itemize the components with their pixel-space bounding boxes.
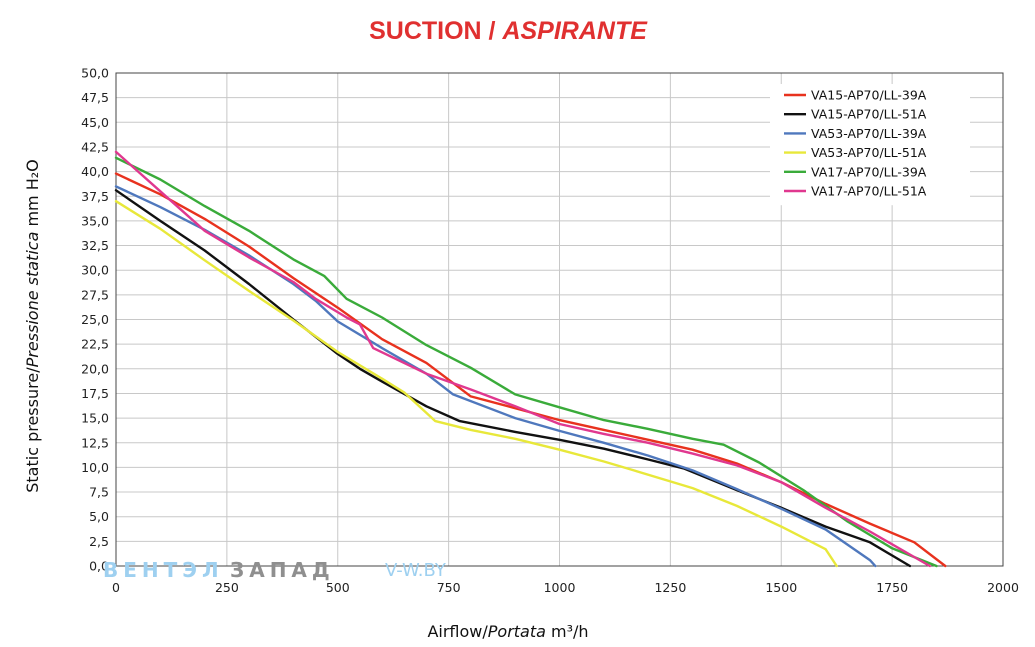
x-label-unit: m³/h	[546, 622, 589, 641]
chart-title-text: SUCTION / ASPIRANTE	[369, 17, 648, 45]
legend-label: VA15-AP70/LL-39A	[811, 88, 927, 103]
x-tick-label: 1250	[654, 580, 686, 595]
x-tick-label: 2000	[987, 580, 1019, 595]
series-line-va53-ap70-ll-51a	[114, 199, 838, 568]
y-tick-label: 37,5	[81, 189, 109, 204]
y-tick-label: 50,0	[81, 66, 109, 81]
x-tick-label: 1750	[876, 580, 908, 595]
title-separator: /	[482, 17, 503, 45]
legend-box	[770, 84, 970, 206]
x-tick-label: 1500	[765, 580, 797, 595]
y-tick-label: 15,0	[81, 411, 109, 426]
y-tick-label: 7,5	[89, 485, 109, 500]
y-tick-label: 10,0	[81, 460, 109, 475]
x-tick-label: 0	[112, 580, 120, 595]
y-tick-label: 32,5	[81, 238, 109, 253]
y-tick-label: 25,0	[81, 312, 109, 327]
y-tick-label: 40,0	[81, 164, 109, 179]
y-tick-label: 35,0	[81, 213, 109, 228]
x-tick-label: 1000	[544, 580, 576, 595]
y-tick-label: 30,0	[81, 263, 109, 278]
y-tick-label: 2,5	[89, 534, 109, 549]
y-label-unit: mm H₂O	[23, 159, 42, 231]
y-tick-label: 22,5	[81, 337, 109, 352]
x-axis-label: Airflow/Portata m³/h	[427, 622, 588, 641]
y-tick-label: 12,5	[81, 435, 109, 450]
x-label-italic: Portata	[488, 622, 546, 641]
y-axis-label: Static pressure/Pressione statica mm H₂O	[23, 159, 42, 493]
chart-title: SUCTION / ASPIRANTE	[369, 17, 648, 45]
x-axis-ticks: 0 250 500 750 1000 1250 1500 1750 2000	[112, 580, 1019, 595]
y-label-italic: Pressione statica	[23, 232, 42, 368]
watermark-site: V-W.BY	[385, 560, 447, 581]
y-tick-label: 47,5	[81, 90, 109, 105]
legend-label: VA53-AP70/LL-51A	[811, 145, 927, 160]
legend-label: VA17-AP70/LL-51A	[811, 184, 927, 199]
x-tick-label: 500	[326, 580, 350, 595]
x-tick-label: 250	[215, 580, 239, 595]
plot-border	[115, 72, 1004, 567]
y-tick-label: 17,5	[81, 386, 109, 401]
series-line-va17-ap70-ll-39a	[114, 156, 938, 568]
x-tick-label: 750	[437, 580, 461, 595]
y-tick-label: 5,0	[89, 509, 109, 524]
legend-label: VA53-AP70/LL-39A	[811, 126, 927, 141]
watermark: ВЕНТЭЛ ЗАПАД V-W.BY	[103, 558, 447, 582]
legend-label: VA17-AP70/LL-39A	[811, 164, 927, 179]
legend: VA15-AP70/LL-39A VA15-AP70/LL-51A VA53-AP7…	[770, 84, 970, 206]
y-label-main: Static pressure/	[23, 367, 42, 493]
title-italic: ASPIRANTE	[501, 17, 648, 45]
watermark-brand-left: ВЕНТЭЛ	[103, 558, 224, 582]
series-lines	[114, 150, 947, 568]
legend-label: VA15-AP70/LL-51A	[811, 107, 927, 122]
x-label-main: Airflow/	[427, 622, 488, 641]
y-tick-label: 27,5	[81, 287, 109, 302]
y-tick-label: 0,0	[89, 559, 109, 574]
y-tick-label: 45,0	[81, 115, 109, 130]
series-line-va17-ap70-ll-51a	[114, 150, 931, 568]
watermark-brand-right: ЗАПАД	[230, 558, 335, 582]
y-axis-ticks: 0,0 2,5 5,0 7,5 10,0 12,5 15,0 17,5 20,0 22,5 25,0…	[81, 66, 109, 574]
y-tick-label: 42,5	[81, 139, 109, 154]
y-tick-label: 20,0	[81, 361, 109, 376]
title-main: SUCTION	[369, 17, 482, 45]
